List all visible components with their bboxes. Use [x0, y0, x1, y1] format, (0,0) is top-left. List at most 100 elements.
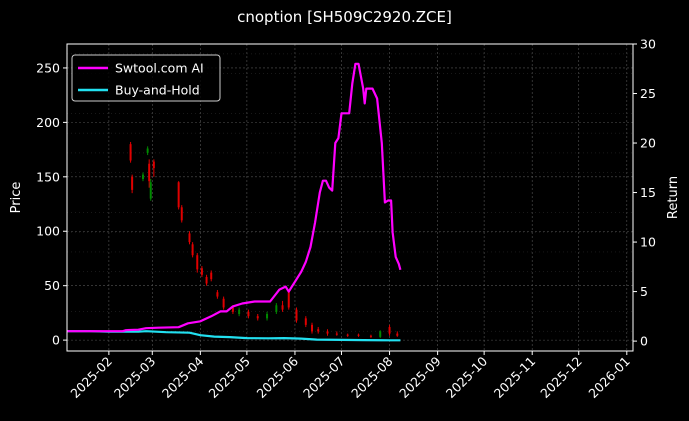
candle-down: [247, 309, 250, 319]
candle-body: [180, 207, 183, 221]
candle-down: [256, 313, 259, 321]
candle-body: [311, 324, 314, 332]
candle-down: [131, 174, 134, 194]
series-line-hold: [67, 330, 401, 342]
candle-body: [191, 244, 194, 256]
candle-body: [335, 333, 338, 335]
candle-body: [205, 276, 208, 284]
candle-down: [388, 324, 391, 336]
candle-body: [188, 233, 191, 243]
candle-body: [148, 163, 151, 182]
y-left-tick-label: 200: [36, 115, 60, 130]
candle-down: [222, 296, 225, 310]
candle-down: [281, 300, 284, 312]
candle-body: [146, 148, 149, 153]
candle-down: [317, 327, 320, 334]
candle-body: [326, 331, 329, 334]
candle-down: [295, 307, 298, 323]
y-left-tick-label: 100: [36, 224, 60, 239]
y-right-tick-label: 10: [640, 235, 656, 250]
candle-body: [281, 305, 284, 310]
candle-body: [304, 318, 307, 325]
candle-down: [152, 159, 155, 177]
y-left-axis-label: Price: [9, 182, 24, 214]
candle-down: [205, 274, 208, 286]
candle-up: [238, 307, 241, 317]
series-line-ai: [67, 62, 402, 333]
candle-up: [149, 178, 152, 201]
candle-down: [191, 242, 194, 258]
candle-down: [357, 333, 360, 337]
candle-up: [266, 311, 269, 321]
candle-body: [222, 298, 225, 308]
candle-down: [148, 159, 151, 188]
y-right-axis-ticks: 0 5 10 15 20 25 30: [633, 37, 656, 349]
candlestick-series: [129, 141, 399, 338]
candle-down: [196, 253, 199, 273]
candle-body: [196, 255, 199, 270]
candle-down: [210, 270, 213, 282]
y-right-tick-label: 25: [640, 86, 656, 101]
candle-down: [369, 334, 372, 338]
candle-body: [238, 309, 241, 314]
candle-body: [216, 292, 219, 297]
candle-body: [131, 176, 134, 190]
candle-up: [275, 303, 278, 314]
candle-body: [369, 335, 372, 337]
candle-body: [149, 182, 152, 199]
legend: Swtool.com AI Buy-and-Hold: [71, 54, 221, 102]
candle-body: [379, 331, 382, 337]
y-right-axis-label: Return: [666, 176, 681, 219]
candle-down: [287, 290, 290, 310]
candle-up: [146, 146, 149, 156]
legend-box: [71, 54, 221, 102]
candle-down: [180, 205, 183, 223]
candle-down: [129, 141, 132, 163]
candle-body: [129, 144, 132, 161]
candle-body: [141, 174, 144, 179]
y-right-tick-label: 5: [640, 284, 648, 299]
y-left-axis-ticks: 0 50 100 150 200 250: [36, 60, 67, 348]
candle-up: [379, 330, 382, 338]
candle-down: [311, 322, 314, 334]
legend-label-ai: Swtool.com AI: [115, 61, 204, 76]
candle-body: [177, 182, 180, 208]
candle-down: [216, 290, 219, 299]
y-left-tick-label: 150: [36, 169, 60, 184]
candle-down: [177, 181, 180, 210]
candle-body: [275, 305, 278, 312]
candle-body: [210, 272, 213, 280]
candle-body: [295, 309, 298, 321]
line-series: [67, 62, 402, 342]
candle-body: [200, 268, 203, 275]
candle-down: [396, 331, 399, 337]
y-right-tick-label: 30: [640, 37, 656, 52]
candle-body: [317, 329, 320, 332]
y-right-tick-label: 20: [640, 136, 656, 151]
y-right-tick-label: 0: [640, 334, 648, 349]
grid-lines: [67, 44, 633, 351]
y-left-tick-label: 0: [52, 333, 60, 348]
candle-down: [200, 266, 203, 277]
candle-down: [326, 329, 329, 336]
legend-label-hold: Buy-and-Hold: [115, 83, 200, 98]
candle-body: [231, 307, 234, 312]
candle-body: [388, 327, 391, 334]
candle-body: [247, 311, 250, 317]
candle-body: [396, 333, 399, 336]
chart-title: cnoption [SH509C2920.ZCE]: [237, 8, 452, 26]
candle-body: [357, 334, 360, 336]
candle-down: [346, 333, 349, 337]
y-left-tick-label: 250: [36, 60, 60, 75]
candle-up: [141, 172, 144, 182]
candle-body: [266, 313, 269, 319]
y-right-tick-label: 15: [640, 185, 656, 200]
y-left-tick-label: 50: [44, 278, 60, 293]
candle-down: [335, 331, 338, 336]
plot-frame: [66, 43, 634, 352]
candle-body: [152, 161, 155, 169]
candle-body: [256, 316, 259, 319]
candle-body: [346, 334, 349, 336]
